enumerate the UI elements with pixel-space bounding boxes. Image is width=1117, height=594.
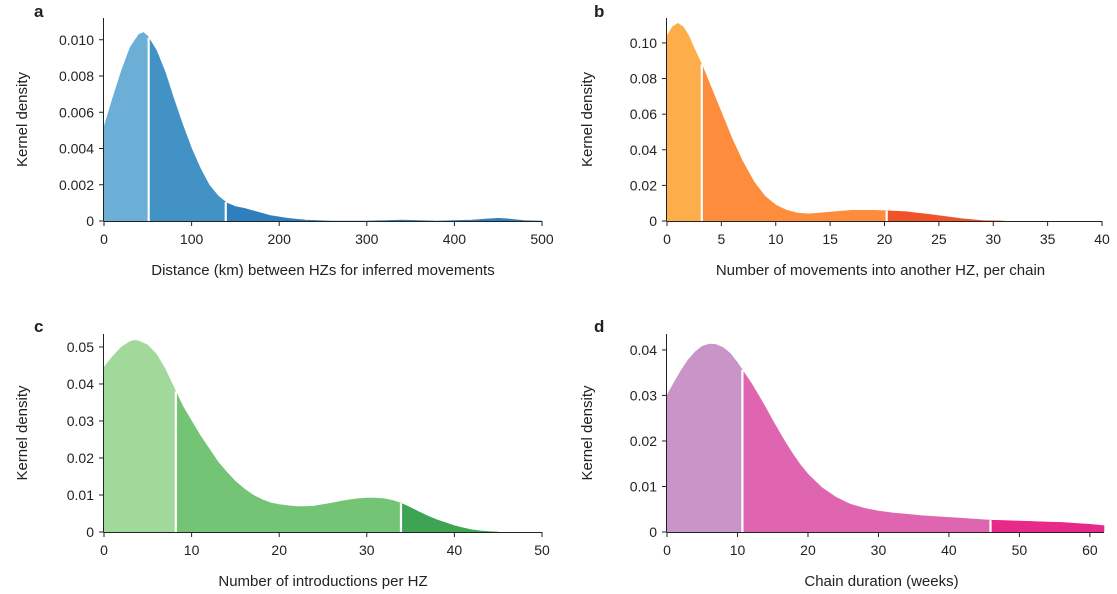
- y-tick-label: 0.008: [59, 68, 94, 84]
- density-segment-1: [666, 22, 703, 222]
- x-tick-label: 20: [877, 231, 893, 247]
- density-segment-3: [400, 502, 499, 533]
- x-tick-label: 10: [184, 542, 200, 558]
- density-segment-3: [990, 519, 1105, 533]
- y-tick-label: 0.004: [59, 141, 94, 157]
- y-axis-title: Kernel density: [579, 71, 596, 167]
- x-tick-label: 300: [355, 231, 379, 247]
- chart-b: 0 5 10 15 20 25 30 35 40 0 0.02 0.04 0.06 0.08 0.10 Num…: [579, 18, 1110, 279]
- density-segment-3: [886, 210, 1005, 222]
- panel-label-a: a: [34, 2, 44, 21]
- x-tick-label: 40: [941, 542, 957, 558]
- density-segment-1: [666, 343, 743, 533]
- y-tick-label: 0: [86, 213, 94, 229]
- x-tick-label: 30: [985, 231, 1001, 247]
- x-tick-label: 30: [359, 542, 375, 558]
- y-axis-title: Kernel density: [14, 71, 31, 167]
- panel-c: c 0 10 20 30 40 50 0 0.01 0.02 0.03 0.04 0.05 Number…: [0, 297, 558, 594]
- panel-label-b: b: [594, 2, 605, 21]
- x-tick-label: 0: [663, 542, 671, 558]
- x-tick-label: 15: [822, 231, 838, 247]
- x-tick-label: 30: [871, 542, 887, 558]
- x-axis-title: Chain duration (weeks): [804, 573, 958, 590]
- y-tick-label: 0.002: [59, 177, 94, 193]
- x-axis-title: Number of introductions per HZ: [218, 573, 427, 590]
- x-axis-title: Number of movements into another HZ, per…: [716, 262, 1045, 279]
- x-tick-label: 0: [100, 542, 108, 558]
- density-segment-3: [225, 201, 543, 222]
- y-tick-label: 0.04: [630, 142, 657, 158]
- x-tick-label: 20: [271, 542, 287, 558]
- x-tick-label: 40: [447, 542, 463, 558]
- y-tick-label: 0.03: [630, 387, 657, 403]
- y-axis-title: Kernel density: [579, 385, 596, 481]
- y-tick-label: 0: [86, 524, 94, 540]
- chart-c: 0 10 20 30 40 50 0 0.01 0.02 0.03 0.04 0.05 Number o…: [14, 334, 550, 590]
- density-segment-1: [103, 339, 177, 533]
- x-tick-label: 10: [730, 542, 746, 558]
- y-tick-label: 0.006: [59, 104, 94, 120]
- panel-label-c: c: [34, 317, 44, 336]
- y-tick-label: 0.04: [67, 376, 94, 392]
- x-tick-label: 100: [180, 231, 204, 247]
- density-segment-2: [148, 36, 227, 222]
- x-tick-label: 0: [100, 231, 108, 247]
- panel-b: b 0 5 10 15 20 25 30 35 40 0 0.02 0.04 0.06 0.08 0.10 N…: [558, 0, 1117, 297]
- y-tick-label: 0.01: [67, 487, 94, 503]
- y-tick-label: 0.05: [67, 339, 94, 355]
- y-tick-label: 0.02: [630, 433, 657, 449]
- x-tick-label: 35: [1040, 231, 1056, 247]
- panel-d: d 0 10 20 30 40 50 60 0 0.01 0.02 0.03 0.04 Chain du…: [558, 297, 1117, 594]
- x-tick-label: 10: [768, 231, 784, 247]
- x-tick-label: 60: [1082, 542, 1098, 558]
- y-tick-label: 0.08: [630, 71, 657, 87]
- x-tick-label: 0: [663, 231, 671, 247]
- x-tick-label: 200: [268, 231, 292, 247]
- y-tick-label: 0.06: [630, 106, 657, 122]
- x-tick-label: 50: [1012, 542, 1028, 558]
- x-axis-title: Distance (km) between HZs for inferred m…: [151, 262, 494, 279]
- density-segment-2: [175, 391, 402, 533]
- y-tick-label: 0.10: [630, 35, 657, 51]
- y-axis-title: Kernel density: [14, 385, 31, 481]
- y-tick-label: 0.04: [630, 342, 657, 358]
- density-segment-2: [742, 369, 991, 533]
- x-tick-label: 400: [443, 231, 467, 247]
- x-tick-label: 25: [931, 231, 947, 247]
- y-tick-label: 0: [649, 524, 657, 540]
- x-tick-label: 50: [534, 542, 550, 558]
- y-tick-label: 0.02: [630, 177, 657, 193]
- y-tick-label: 0.03: [67, 413, 94, 429]
- x-tick-label: 5: [717, 231, 725, 247]
- panel-a: a 0 100 200 300 400 500 0 0.002 0.004 0.006 0.008 0…: [0, 0, 558, 297]
- panel-label-d: d: [594, 317, 605, 336]
- density-segment-1: [103, 32, 150, 222]
- chart-a: 0 100 200 300 400 500 0 0.002 0.004 0.006 0.008 0.0…: [14, 18, 554, 279]
- y-tick-label: 0.02: [67, 450, 94, 466]
- y-tick-label: 0.010: [59, 32, 94, 48]
- density-segment-2: [701, 64, 888, 222]
- x-tick-label: 500: [530, 231, 554, 247]
- y-tick-label: 0: [649, 213, 657, 229]
- chart-d: 0 10 20 30 40 50 60 0 0.01 0.02 0.03 0.04 Chain dura…: [579, 334, 1105, 590]
- x-tick-label: 20: [800, 542, 816, 558]
- y-tick-label: 0.01: [630, 478, 657, 494]
- x-tick-label: 40: [1094, 231, 1110, 247]
